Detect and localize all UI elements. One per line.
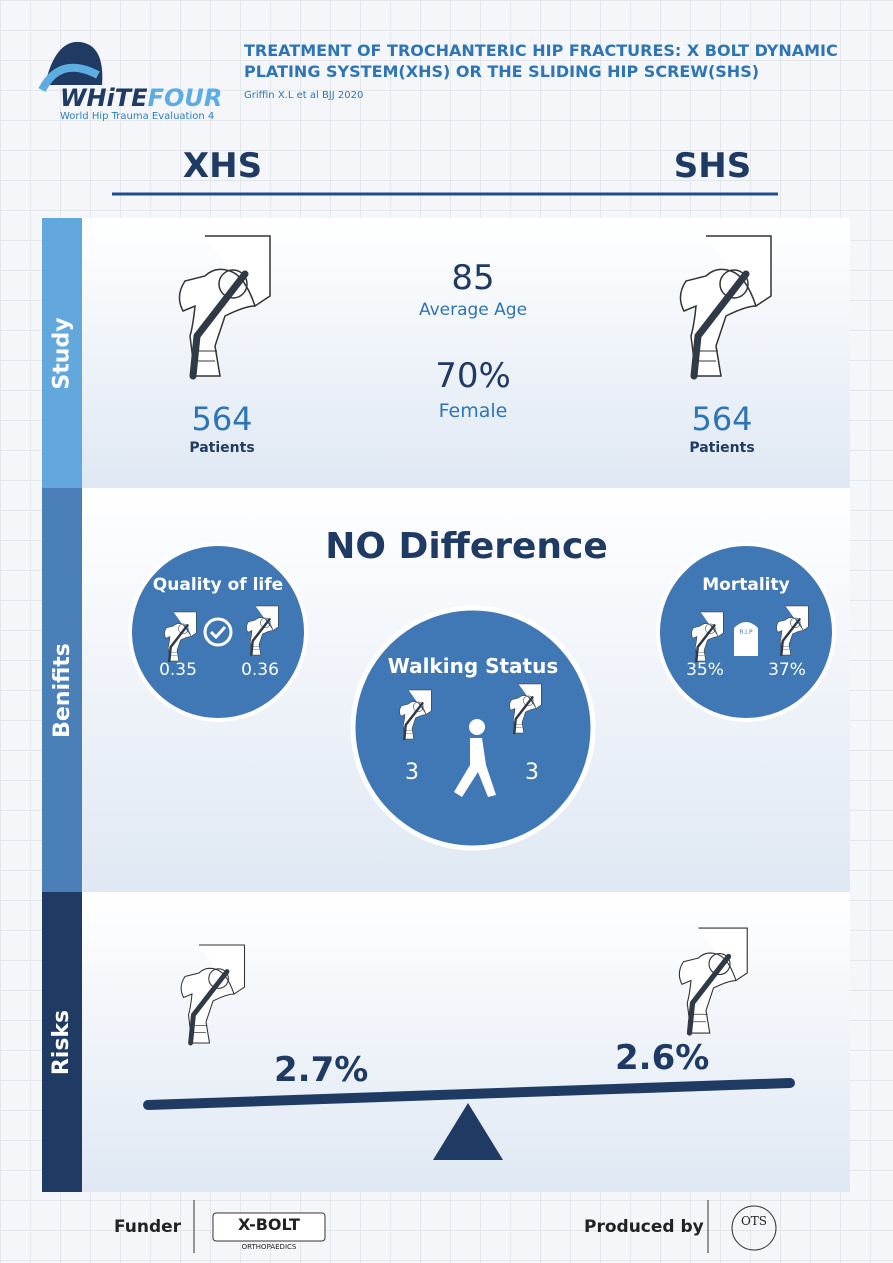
- quality-shs: 0.36: [241, 660, 279, 680]
- logo-wave: [38, 63, 100, 92]
- age-label: Average Age: [418, 300, 528, 320]
- right-count: 564: [691, 400, 753, 438]
- risk-shs-icon: [679, 928, 747, 1033]
- seesaw-beam: [143, 1078, 795, 1110]
- funder: Funder: [114, 1217, 182, 1237]
- quality-check: [209, 625, 227, 640]
- left-unit: Patients: [189, 440, 255, 456]
- mortality-title: Mortality: [702, 575, 790, 595]
- column-right: SHS: [673, 146, 752, 186]
- age: 85: [451, 258, 495, 298]
- logo-b: FOUR: [147, 84, 223, 112]
- producer-logo: OTS: [740, 1214, 768, 1228]
- tombstone-text: R.I.P: [739, 629, 753, 636]
- funder-logo-sub: ORTHOPAEDICS: [241, 1243, 297, 1251]
- quality-title: Quality of life: [152, 575, 284, 595]
- logo-a: WHiTE: [60, 84, 148, 112]
- risk-xhs: 2.7%: [274, 1050, 369, 1090]
- walking-shs: 3: [525, 760, 539, 785]
- citation: Griffin X.L et al BJJ 2020: [244, 90, 364, 101]
- shs-icon: [680, 236, 771, 376]
- ots-logo: [731, 1205, 777, 1251]
- female-label: Female: [438, 400, 508, 422]
- seesaw-fulcrum: [433, 1103, 503, 1160]
- walking-xhs: 3: [405, 760, 419, 785]
- quality-badge: [203, 617, 233, 647]
- column-left: XHS: [182, 146, 263, 186]
- headline: NO Difference: [325, 526, 608, 567]
- mortality-xhs: 35%: [686, 660, 724, 680]
- right-unit: Patients: [689, 440, 755, 456]
- funder-logo-box: [212, 1212, 326, 1242]
- benefits-bar: Benifits: [42, 488, 82, 892]
- produced-by: Produced by: [584, 1217, 704, 1237]
- risks-bar: Risks: [42, 892, 82, 1192]
- xhs-icon: [179, 236, 270, 376]
- logo-text: WHiTEFOUR: [60, 84, 222, 112]
- funder-logo: X-BOLT: [238, 1215, 300, 1234]
- left-count: 564: [191, 400, 253, 438]
- quality-circle: [128, 542, 308, 722]
- walker: [454, 719, 496, 797]
- logo-subtitle: World Hip Trauma Evaluation 4: [60, 111, 215, 122]
- study-bar: Study: [42, 218, 82, 488]
- tombstone: [734, 622, 758, 656]
- mortality-shs: 37%: [768, 660, 806, 680]
- title: TREATMENT OF TROCHANTERIC HIP FRACTURES:…: [244, 41, 838, 81]
- walking-title: Walking Status: [387, 654, 559, 678]
- quality-xhs: 0.35: [159, 660, 197, 680]
- risk-xhs-icon: [181, 945, 244, 1043]
- female: 70%: [435, 356, 511, 396]
- risk-shs: 2.6%: [615, 1038, 710, 1078]
